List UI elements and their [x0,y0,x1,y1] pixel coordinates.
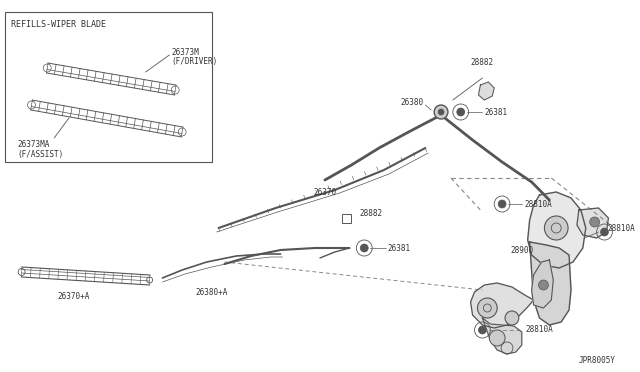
Polygon shape [483,318,522,354]
Polygon shape [470,283,534,328]
Text: 28882: 28882 [471,58,494,67]
Polygon shape [577,208,609,238]
Text: 26373MA: 26373MA [18,140,50,149]
Circle shape [434,105,448,119]
Text: 28900: 28900 [510,246,533,254]
Circle shape [600,228,609,236]
Circle shape [538,280,548,290]
Polygon shape [479,82,494,100]
Text: 26370: 26370 [314,188,337,197]
Text: 28810A: 28810A [607,224,635,232]
Circle shape [477,298,497,318]
Text: REFILLS-WIPER BLADE: REFILLS-WIPER BLADE [11,20,106,29]
Text: (F/ASSIST): (F/ASSIST) [18,150,64,159]
Text: 26370+A: 26370+A [58,292,90,301]
Text: 26380: 26380 [400,98,423,107]
Text: 28810A: 28810A [525,326,554,334]
Text: 26381: 26381 [484,108,508,116]
Circle shape [479,326,486,334]
Text: 28810A: 28810A [525,199,552,208]
Text: (F/DRIVER): (F/DRIVER) [172,57,218,66]
Polygon shape [532,260,554,308]
Text: JPR8005Y: JPR8005Y [579,356,615,365]
Polygon shape [528,192,586,268]
Bar [5,12,212,162]
Polygon shape [530,242,571,325]
Circle shape [498,200,506,208]
Text: 28882: 28882 [359,208,383,218]
Circle shape [457,108,465,116]
Circle shape [360,244,368,252]
Circle shape [438,109,444,115]
Text: 26381: 26381 [388,244,411,253]
Circle shape [505,311,519,325]
Text: 26373M: 26373M [172,48,199,57]
Text: 26380+A: 26380+A [195,288,228,297]
Circle shape [490,330,505,346]
Bar [342,214,351,222]
Circle shape [589,217,600,227]
Circle shape [545,216,568,240]
